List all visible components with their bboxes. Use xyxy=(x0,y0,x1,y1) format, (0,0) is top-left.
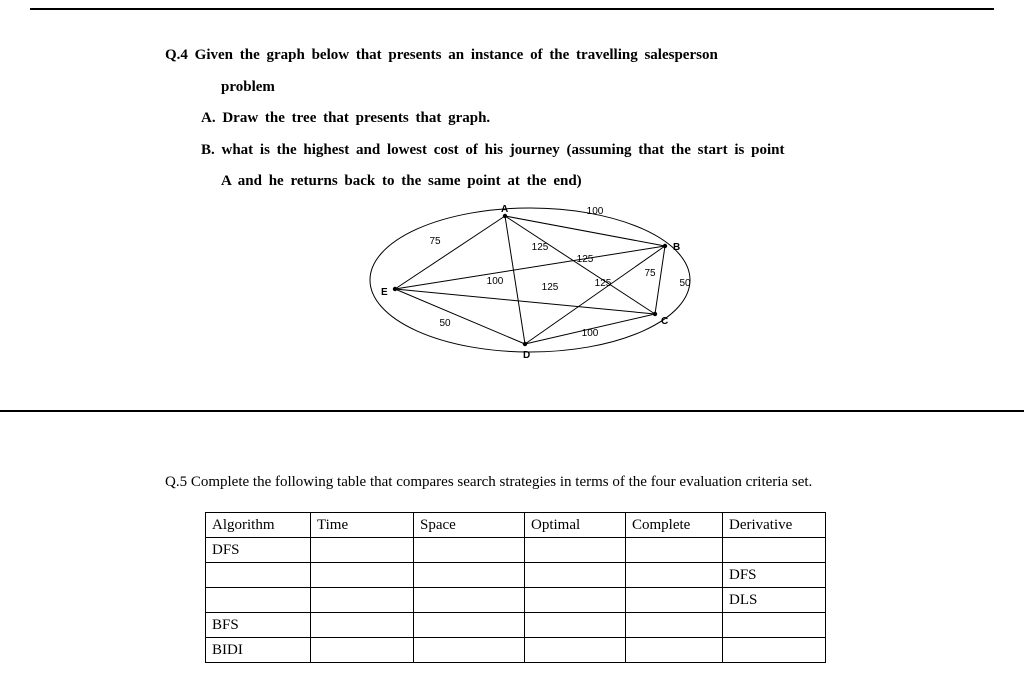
q4-heading-line2: problem xyxy=(221,72,924,104)
table-cell xyxy=(414,538,525,563)
table-cell xyxy=(525,588,626,613)
graph-svg: 10012510075501251251001255075ABCDE xyxy=(355,204,735,364)
col-optimal: Optimal xyxy=(525,513,626,538)
table-cell xyxy=(311,588,414,613)
table-row: DFS xyxy=(206,563,826,588)
table-cell xyxy=(626,638,723,663)
svg-text:50: 50 xyxy=(439,318,451,329)
table-cell xyxy=(723,538,826,563)
table-cell xyxy=(311,563,414,588)
svg-text:100: 100 xyxy=(587,206,604,217)
q4-partB-line1: B. what is the highest and lowest cost o… xyxy=(201,135,924,167)
table-cell xyxy=(311,538,414,563)
q4-block: Q.4 Given the graph below that presents … xyxy=(165,40,924,364)
table-cell xyxy=(525,613,626,638)
table-cell xyxy=(206,563,311,588)
table-cell xyxy=(525,563,626,588)
table-cell xyxy=(414,563,525,588)
svg-text:100: 100 xyxy=(582,328,599,339)
table-cell: DFS xyxy=(206,538,311,563)
table-cell xyxy=(414,588,525,613)
page-root: Q.4 Given the graph below that presents … xyxy=(0,0,1024,700)
table-cell xyxy=(414,613,525,638)
svg-text:125: 125 xyxy=(595,278,612,289)
table-cell: DLS xyxy=(723,588,826,613)
table-cell xyxy=(311,613,414,638)
col-complete: Complete xyxy=(626,513,723,538)
table-cell xyxy=(525,538,626,563)
table-row: DFS xyxy=(206,538,826,563)
col-space: Space xyxy=(414,513,525,538)
table-cell xyxy=(206,588,311,613)
table-cell: DFS xyxy=(723,563,826,588)
svg-text:A: A xyxy=(501,204,508,215)
svg-text:D: D xyxy=(523,350,530,361)
col-derivative: Derivative xyxy=(723,513,826,538)
comparison-table: Algorithm Time Space Optimal Complete De… xyxy=(205,512,826,663)
svg-text:75: 75 xyxy=(429,236,441,247)
tsp-graph: 10012510075501251251001255075ABCDE xyxy=(355,204,735,364)
svg-text:C: C xyxy=(661,316,668,327)
table-cell xyxy=(414,638,525,663)
col-algorithm: Algorithm xyxy=(206,513,311,538)
svg-text:50: 50 xyxy=(679,278,691,289)
table-cell xyxy=(723,613,826,638)
table-cell xyxy=(626,563,723,588)
q5-heading: Q.5 Complete the following table that co… xyxy=(165,470,924,494)
svg-text:125: 125 xyxy=(532,242,549,253)
table-cell: BFS xyxy=(206,613,311,638)
table-row: BIDI xyxy=(206,638,826,663)
table-cell xyxy=(626,538,723,563)
q4-heading-line1: Q.4 Given the graph below that presents … xyxy=(165,40,924,72)
svg-text:B: B xyxy=(673,242,680,253)
table-cell xyxy=(626,588,723,613)
table-row: BFS xyxy=(206,613,826,638)
svg-text:125: 125 xyxy=(542,282,559,293)
table-cell xyxy=(525,638,626,663)
table-cell xyxy=(311,638,414,663)
svg-text:75: 75 xyxy=(644,268,656,279)
q4-partA: A. Draw the tree that presents that grap… xyxy=(201,103,924,135)
q5-block: Q.5 Complete the following table that co… xyxy=(165,470,924,663)
table-cell xyxy=(723,638,826,663)
svg-text:100: 100 xyxy=(487,276,504,287)
table-row: DLS xyxy=(206,588,826,613)
col-time: Time xyxy=(311,513,414,538)
top-horizontal-rule xyxy=(30,8,994,10)
table-cell: BIDI xyxy=(206,638,311,663)
svg-text:E: E xyxy=(381,287,388,298)
mid-horizontal-rule xyxy=(0,410,1024,412)
table-cell xyxy=(626,613,723,638)
table-header-row: Algorithm Time Space Optimal Complete De… xyxy=(206,513,826,538)
q4-partB-line2: A and he returns back to the same point … xyxy=(221,166,924,198)
